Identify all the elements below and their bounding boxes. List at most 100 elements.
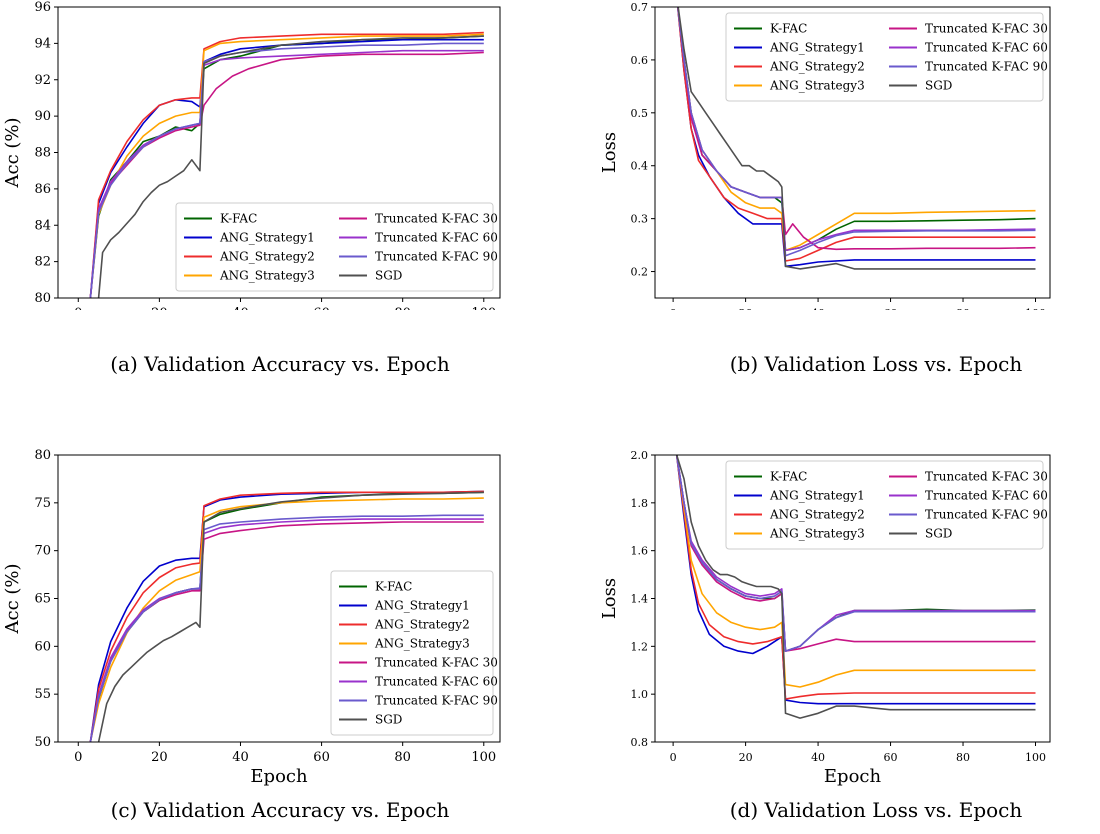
y-tick-label: 82 [34, 255, 51, 270]
legend-label-truncated-k-fac-60: Truncated K-FAC 60 [925, 489, 1048, 503]
y-tick-label: 88 [34, 146, 51, 161]
x-tick-label: 80 [956, 307, 970, 310]
legend-label-truncated-k-fac-30: Truncated K-FAC 30 [375, 656, 498, 670]
legend-label-ang-strategy2: ANG_Strategy2 [219, 250, 315, 264]
x-tick-label: 80 [956, 751, 970, 764]
legend-label-k-fac: K-FAC [770, 22, 807, 36]
legend-label-k-fac: K-FAC [770, 470, 807, 484]
plot-frame [654, 6, 1051, 299]
legend: K-FAC ANG_Strategy1 ANG_Strategy2 ANG_Strat… [330, 570, 498, 736]
x-tick-label: 0 [670, 751, 677, 764]
series-line-sgd [677, 7, 1036, 270]
caption-d: (d) Validation Loss vs. Epoch [729, 798, 1023, 822]
y-axis-label: Acc (%) [2, 117, 23, 188]
y-tick-label: 0.2 [631, 266, 649, 279]
y-axis-label: Loss [599, 578, 620, 619]
y-axis-label: Acc (%) [2, 563, 23, 634]
series-line-ang-strategy2 [675, 455, 1036, 700]
legend-label-ang-strategy2: ANG_Strategy2 [769, 60, 865, 74]
y-tick-label: 60 [34, 639, 51, 654]
y-tick-label: 86 [34, 182, 51, 197]
series-line-sgd [97, 491, 484, 742]
series-line-truncated-k-fac-30 [677, 7, 1036, 251]
y-tick-label: 75 [34, 496, 51, 511]
legend-label-truncated-k-fac-90: Truncated K-FAC 90 [375, 250, 498, 264]
legend: K-FAC ANG_Strategy1 ANG_Strategy2 ANG_Strat… [175, 202, 498, 292]
chart-c-svg: 0 20 40 60 80 100 50 55 60 65 70 75 80 Epoch Acc (%) K-… [2, 448, 501, 787]
legend-label-truncated-k-fac-60: Truncated K-FAC 60 [375, 675, 498, 689]
x-tick-label: 40 [232, 750, 249, 765]
series-line-truncated-k-fac-90 [675, 455, 1036, 652]
y-tick-label: 90 [34, 109, 51, 124]
legend-label-ang-strategy2: ANG_Strategy2 [769, 508, 865, 522]
y-tick-label: 0.6 [631, 54, 649, 67]
y-tick-label: 96 [34, 0, 51, 15]
y-tick-label: 80 [34, 291, 51, 306]
legend-label-k-fac: K-FAC [220, 212, 257, 226]
x-axis-label: Epoch [250, 766, 308, 787]
x-axis-label: Epoch [824, 766, 882, 787]
x-tick-label: 40 [811, 307, 825, 310]
x-tick-label: 60 [884, 751, 898, 764]
legend-label-ang-strategy3: ANG_Strategy3 [769, 527, 865, 541]
legend-label-truncated-k-fac-60: Truncated K-FAC 60 [925, 41, 1048, 55]
legend-label-ang-strategy3: ANG_Strategy3 [374, 637, 470, 651]
y-tick-label: 0.3 [631, 213, 649, 226]
legend-label-ang-strategy2: ANG_Strategy2 [374, 618, 470, 632]
y-tick-label: 1.2 [631, 640, 649, 653]
x-tick-label: 100 [471, 750, 496, 765]
legend-label-ang-strategy1: ANG_Strategy1 [769, 41, 865, 55]
x-tick-label: 20 [151, 750, 168, 765]
x-tick-label: 40 [232, 306, 249, 310]
chart-d-svg: 0 20 40 60 80 100 0.8 1.0 1.2 1.4 1.6 1.8 2.0 Epoch Lo… [599, 449, 1051, 787]
legend: K-FAC ANG_Strategy1 ANG_Strategy2 ANG_Strat… [725, 12, 1048, 102]
series-line-sgd [97, 35, 484, 298]
legend-label-sgd: SGD [375, 713, 402, 727]
chart-b-svg: 0204060801000.20.30.40.50.60.7EpochLossK… [599, 1, 1051, 310]
caption-a: (a) Validation Accuracy vs. Epoch [110, 352, 450, 376]
legend-label-truncated-k-fac-90: Truncated K-FAC 90 [375, 694, 498, 708]
x-tick-label: 20 [739, 751, 753, 764]
series-line-truncated-k-fac-90 [89, 42, 484, 298]
legend-label-truncated-k-fac-90: Truncated K-FAC 90 [925, 60, 1048, 74]
legend-label-sgd: SGD [925, 527, 952, 541]
y-tick-label: 84 [34, 218, 51, 233]
y-tick-label: 92 [34, 73, 51, 88]
x-tick-label: 0 [670, 307, 677, 310]
legend-label-truncated-k-fac-60: Truncated K-FAC 60 [375, 231, 498, 245]
x-tick-label: 60 [313, 306, 330, 310]
y-tick-label: 0.5 [631, 107, 649, 120]
legend-label-ang-strategy1: ANG_Strategy1 [769, 489, 865, 503]
chart-panel-a: 020406080100808284868890929496EpochAcc (… [0, 0, 550, 310]
legend-label-ang-strategy1: ANG_Strategy1 [219, 231, 315, 245]
y-tick-label: 1.4 [631, 593, 649, 606]
legend-label-ang-strategy1: ANG_Strategy1 [374, 599, 470, 613]
x-tick-label: 20 [151, 306, 168, 310]
series-line-ang-strategy3 [89, 497, 484, 742]
legend-label-ang-strategy3: ANG_Strategy3 [219, 269, 315, 283]
y-tick-label: 50 [34, 735, 51, 750]
chart-panel-c: 0 20 40 60 80 100 50 55 60 65 70 75 80 Epoch Acc (%) K-… [0, 445, 550, 790]
y-tick-label: 70 [34, 544, 51, 559]
x-tick-label: 60 [313, 750, 330, 765]
x-tick-label: 20 [739, 307, 753, 310]
legend-label-sgd: SGD [375, 269, 402, 283]
series-line-sgd [675, 455, 1036, 719]
chart-panel-b: 0204060801000.20.30.40.50.60.7EpochLossK… [550, 0, 1100, 310]
x-tick-label: 80 [394, 306, 411, 310]
legend-label-truncated-k-fac-30: Truncated K-FAC 30 [375, 212, 498, 226]
y-tick-label: 55 [34, 687, 51, 702]
caption-b: (b) Validation Loss vs. Epoch [729, 352, 1023, 376]
x-tick-label: 0 [74, 750, 82, 765]
x-tick-label: 80 [394, 750, 411, 765]
y-tick-label: 2.0 [631, 449, 649, 462]
legend-label-truncated-k-fac-30: Truncated K-FAC 30 [925, 470, 1048, 484]
legend: K-FAC ANG_Strategy1 ANG_Strategy2 ANG_Strat… [725, 460, 1048, 550]
series-line-truncated-k-fac-30 [89, 51, 484, 298]
chart-panel-d: 0 20 40 60 80 100 0.8 1.0 1.2 1.4 1.6 1.8 2.0 Epoch Lo… [550, 445, 1100, 790]
legend-label-truncated-k-fac-90: Truncated K-FAC 90 [925, 508, 1048, 522]
y-tick-label: 0.4 [631, 160, 649, 173]
x-tick-label: 60 [884, 307, 898, 310]
legend-label-ang-strategy3: ANG_Strategy3 [769, 79, 865, 93]
x-tick-label: 100 [1025, 307, 1046, 310]
